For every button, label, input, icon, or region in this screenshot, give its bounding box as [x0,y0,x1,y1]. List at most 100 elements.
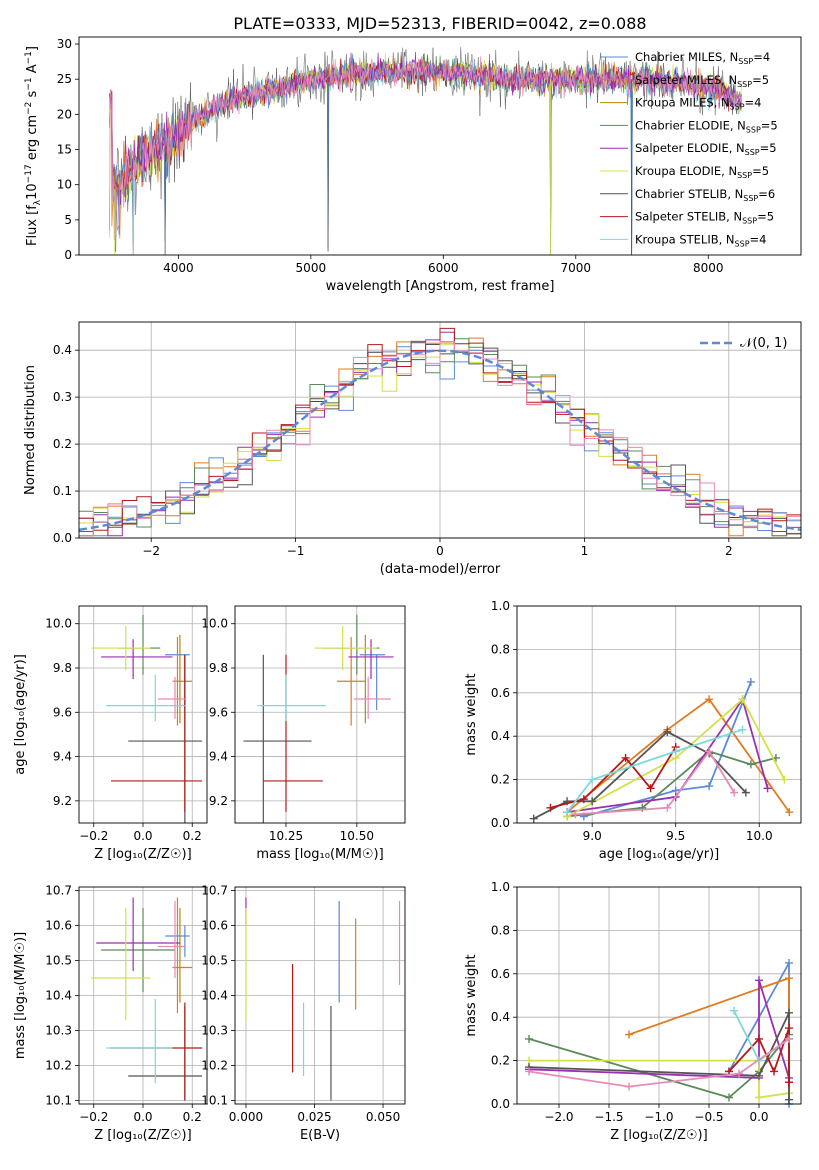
y-axis-label-part: 10 [25,183,40,200]
x-tick-label: 10.50 [340,829,374,843]
y-tick-label: 10.1 [45,1094,72,1108]
axes-frame [516,886,802,1105]
legend-entry: Chabrier ELODIE, NSSP=5 [635,118,778,134]
y-axis-label-part: −1 [24,51,34,64]
grid [235,887,405,1104]
weight-point [780,775,789,784]
y-axis-label: age [log₁₀(age/yr)] [13,654,28,775]
y-tick-label: 0.4 [491,729,510,743]
y-tick-label: 9.2 [209,794,228,808]
weight-point [588,797,597,806]
weight-vs-metallicity-panel: −2.0 −1.5 −1.0 −0.5 0.0 0.0 0.2 0.4 0.6 0.8 1.0 Z [… [464,880,802,1143]
weight-point [663,727,672,736]
y-tick-label: 10.4 [201,989,228,1003]
y-tick-label: 10.0 [201,617,228,631]
weight-point [571,810,580,819]
y-tick-label: 9.8 [53,661,72,675]
y-tick-label: 0.0 [491,1097,510,1111]
legend-entry: 𝒩(0, 1) [740,336,787,351]
y-tick-label: 10.6 [201,919,228,933]
weight-point [763,784,772,793]
weight-point [755,1093,763,1102]
plot-area [243,614,394,823]
y-axis-label: Flux [fλ10−17 erg cm−2 s−1 A−1] [24,46,43,246]
legend-subscript: SSP [746,125,761,134]
plot-area [78,327,802,537]
legend-entry: Kroupa MILES, NSSP=4 [635,96,761,112]
legend-subscript: SSP [743,194,758,203]
x-tick-label: 7000 [561,261,592,275]
legend-subscript: SSP [737,80,752,89]
weight-point [730,788,739,797]
weight-point [621,753,630,762]
weight-point [725,1093,733,1102]
x-tick-label: −2.0 [544,1110,573,1124]
x-tick-label: 0.025 [297,1110,331,1124]
y-tick-label: 10.0 [45,617,72,631]
weight-series-line [583,681,752,818]
y-tick-label: 9.4 [53,750,72,764]
legend-model: Kroupa MILES, N [635,96,730,110]
x-tick-label: −1.0 [644,1110,673,1124]
legend-model: Salpeter ELODIE, N [635,141,745,155]
y-tick-label: 0.2 [491,773,510,787]
legend-entry: Chabrier STELIB, NSSP=6 [635,187,775,203]
y-tick-label: 0.3 [53,390,72,404]
y-tick-label: 30 [57,37,72,51]
weight-point [785,1008,793,1017]
x-tick-label: 4000 [163,261,194,275]
legend-entry: Salpeter MILES, NSSP=5 [635,73,769,89]
x-tick-label: −0.2 [79,1110,108,1124]
weight-point [770,1067,778,1076]
x-tick-label: 9.5 [666,829,685,843]
legend-count: =4 [745,96,762,110]
x-axis-label: wavelength [Angstrom, rest frame] [326,279,555,294]
y-axis-label-part: A [25,64,40,77]
legend-subscript: SSP [745,148,760,157]
y-tick-label: 0.2 [491,1054,510,1068]
legend-subscript: SSP [730,103,745,112]
legend-count: =6 [758,187,775,201]
y-tick-label: 10.3 [201,1024,228,1038]
weight-point [588,775,597,784]
y-tick-label: 0.4 [491,1010,510,1024]
axes-frame [234,605,406,824]
y-axis-label-part: ] [25,46,40,51]
legend-subscript: SSP [742,217,757,226]
x-tick-label: 0.2 [183,829,202,843]
plot-area [529,677,794,823]
legend-model: Salpeter MILES, N [635,73,737,87]
y-tick-label: 10.7 [45,884,72,898]
y-tick-label: 9.6 [209,705,228,719]
weight-point [755,976,763,985]
y-axis-label: mass weight [464,673,479,755]
legend-subscript: SSP [737,171,752,180]
y-tick-label: 9.6 [53,705,72,719]
weight-series-line [575,749,735,816]
legend-count: =5 [752,73,769,87]
axes-frame [78,605,208,824]
weight-point [755,1071,763,1080]
weight-point [646,784,655,793]
weight-vs-age-panel: 9.0 9.5 10.0 0.0 0.2 0.4 0.6 0.8 1.0 age [log₁₀(a… [464,599,802,862]
y-axis-label-part: −1 [24,77,34,90]
spectrum-panel: 4000 5000 6000 7000 8000 0 5 10 15 20 25 30 waveleng… [24,36,802,294]
x-tick-label: 10.0 [746,829,773,843]
x-axis-label: mass [log₁₀(M/M☉)] [256,847,383,862]
y-tick-label: 10.4 [45,989,72,1003]
x-tick-label: 2 [725,544,733,558]
age-vs-metallicity-panel: −0.2 0.0 0.2 9.2 9.4 9.6 9.8 10.0 Z [log₁₀(Z/Z☉)… [13,605,208,862]
y-tick-label: 0.6 [491,967,510,981]
y-tick-label: 0.8 [491,923,510,937]
y-tick-label: 0.1 [53,484,72,498]
x-tick-label: −2 [142,544,160,558]
legend-subscript: SSP [738,57,753,66]
legend-count: =5 [757,210,774,224]
weight-point [785,1078,793,1087]
x-axis-label: Z [log₁₀(Z/Z☉)] [94,847,191,862]
plot-area [109,47,742,255]
y-axis-label: Normed distribution [23,365,38,495]
x-tick-label: 9.0 [583,829,602,843]
weight-point [671,747,680,756]
y-axis-label-part: Flux [f [25,205,40,246]
